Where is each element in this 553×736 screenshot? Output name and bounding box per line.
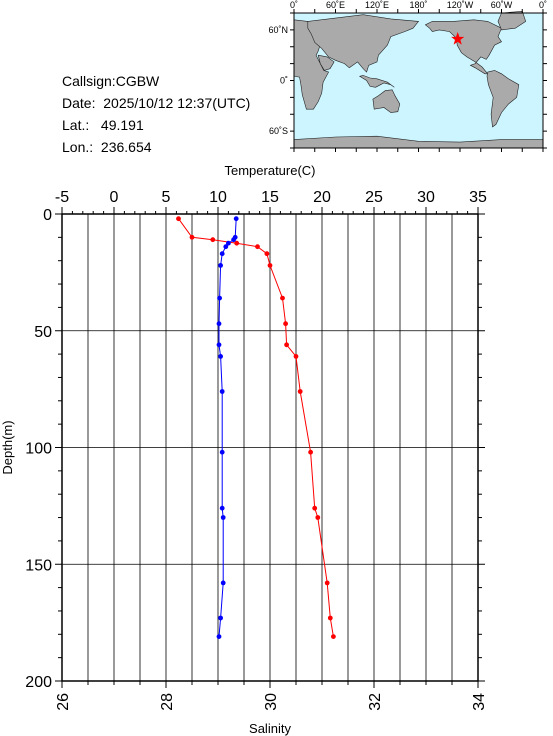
salinity-data-point bbox=[220, 580, 226, 586]
temperature-tick-label: 25 bbox=[365, 189, 383, 206]
depth-tick-label: 100 bbox=[25, 441, 52, 458]
temperature-data-point bbox=[280, 295, 285, 301]
temperature-profile-line bbox=[178, 218, 334, 637]
depth-tick-label: 200 bbox=[25, 674, 52, 691]
callsign-row: Callsign:CGBW bbox=[62, 70, 250, 92]
map-lon-label: 120˚W bbox=[447, 0, 474, 10]
callsign-label: Callsign: bbox=[62, 73, 116, 89]
temperature-tick-label: 30 bbox=[417, 189, 435, 206]
salinity-data-point bbox=[216, 342, 222, 348]
salinity-profile-line bbox=[218, 218, 237, 637]
salinity-data-point bbox=[226, 240, 231, 246]
map-lon-label: 180˚ bbox=[409, 0, 427, 10]
map-land bbox=[486, 70, 520, 128]
salinity-data-point bbox=[218, 263, 224, 268]
depth-tick-label: 0 bbox=[43, 207, 52, 224]
temperature-data-point bbox=[267, 263, 273, 268]
salinity-data-point bbox=[219, 449, 225, 455]
temperature-data-point bbox=[189, 234, 195, 240]
map-lon-label: 0˚ bbox=[290, 0, 298, 10]
date-value: 2025/10/12 12:37(UTC) bbox=[103, 95, 251, 111]
temperature-data-point bbox=[293, 354, 299, 359]
map-land bbox=[372, 89, 401, 113]
temperature-data-point bbox=[176, 216, 181, 222]
salinity-data-point bbox=[231, 237, 237, 243]
temperature-data-point bbox=[284, 342, 289, 348]
salinity-data-point bbox=[219, 389, 225, 394]
location-map: 0˚ 60˚E 120˚E 180˚ 120˚W 60˚W 0˚ 60˚N 0˚ 60˚S bbox=[268, 0, 547, 152]
salinity-data-point bbox=[218, 615, 224, 621]
station-info: Callsign:CGBW Date: 2025/10/12 12:37(UTC… bbox=[62, 70, 250, 158]
salinity-data-point bbox=[219, 251, 225, 257]
temperature-data-point bbox=[324, 580, 330, 586]
salinity-data-point bbox=[219, 505, 225, 511]
temperature-data-point bbox=[297, 389, 303, 394]
salinity-tick-label: 30 bbox=[263, 693, 280, 711]
salinity-data-point bbox=[216, 321, 222, 327]
temperature-tick-label: 35 bbox=[469, 189, 487, 206]
temperature-tick-label: -5 bbox=[55, 189, 69, 206]
map-lat-label: 60˚N bbox=[268, 25, 288, 35]
map-land bbox=[424, 19, 502, 75]
lat-value: 49.191 bbox=[100, 117, 144, 133]
salinity-data-point bbox=[217, 295, 223, 301]
date-row: Date: 2025/10/12 12:37(UTC) bbox=[62, 92, 250, 114]
map-lon-label: 120˚E bbox=[365, 0, 389, 10]
temperature-data-point bbox=[255, 244, 260, 250]
map-land bbox=[317, 54, 335, 71]
date-label: Date: bbox=[62, 95, 96, 111]
temperature-data-point bbox=[308, 449, 313, 455]
station-marker-star bbox=[451, 31, 465, 45]
salinity-tick-label: 32 bbox=[367, 693, 384, 711]
salinity-tick-label: 26 bbox=[55, 693, 72, 711]
salinity-data-point bbox=[216, 634, 222, 639]
salinity-data-point bbox=[220, 515, 226, 520]
depth-tick-label: 150 bbox=[25, 557, 52, 574]
map-lon-label: 0˚ bbox=[539, 0, 547, 10]
map-lat-label: 0˚ bbox=[280, 76, 288, 86]
temperature-data-point bbox=[283, 321, 288, 327]
map-land bbox=[358, 75, 395, 88]
lon-row: Lon.: 236.654 bbox=[62, 136, 250, 158]
depth-tick-label: 50 bbox=[34, 324, 52, 341]
depth-axis-label: Depth(m) bbox=[0, 420, 15, 474]
temperature-tick-label: 0 bbox=[110, 189, 119, 206]
lon-value: 236.654 bbox=[100, 139, 152, 155]
map-lon-label: 60˚W bbox=[491, 0, 513, 10]
map-land bbox=[307, 14, 420, 73]
temperature-tick-label: 20 bbox=[313, 189, 331, 206]
temperature-data-point bbox=[315, 515, 321, 520]
callsign-value: CGBW bbox=[115, 73, 160, 89]
temperature-data-point bbox=[210, 237, 216, 243]
lat-label: Lat.: bbox=[62, 117, 90, 133]
temperature-data-point bbox=[327, 615, 333, 621]
salinity-tick-label: 34 bbox=[471, 693, 488, 711]
lat-row: Lat.: 49.191 bbox=[62, 114, 250, 136]
temperature-tick-label: 15 bbox=[261, 189, 279, 206]
temperature-data-point bbox=[234, 240, 240, 246]
temperature-tick-label: 5 bbox=[162, 189, 171, 206]
lon-label: Lon.: bbox=[62, 139, 94, 155]
temperature-data-point bbox=[264, 251, 270, 257]
map-lat-label: 60˚S bbox=[269, 126, 288, 136]
temperature-data-point bbox=[331, 634, 336, 639]
temperature-tick-label: 10 bbox=[209, 189, 227, 206]
temperature-axis-label: Temperature(C) bbox=[224, 163, 315, 178]
temperature-data-point bbox=[312, 505, 318, 511]
salinity-data-point bbox=[223, 244, 229, 250]
salinity-tick-label: 28 bbox=[159, 693, 176, 711]
salinity-axis-label: Salinity bbox=[249, 721, 291, 736]
salinity-data-point bbox=[218, 354, 224, 359]
map-lon-label: 60˚E bbox=[326, 0, 345, 10]
salinity-data-point bbox=[233, 216, 239, 222]
